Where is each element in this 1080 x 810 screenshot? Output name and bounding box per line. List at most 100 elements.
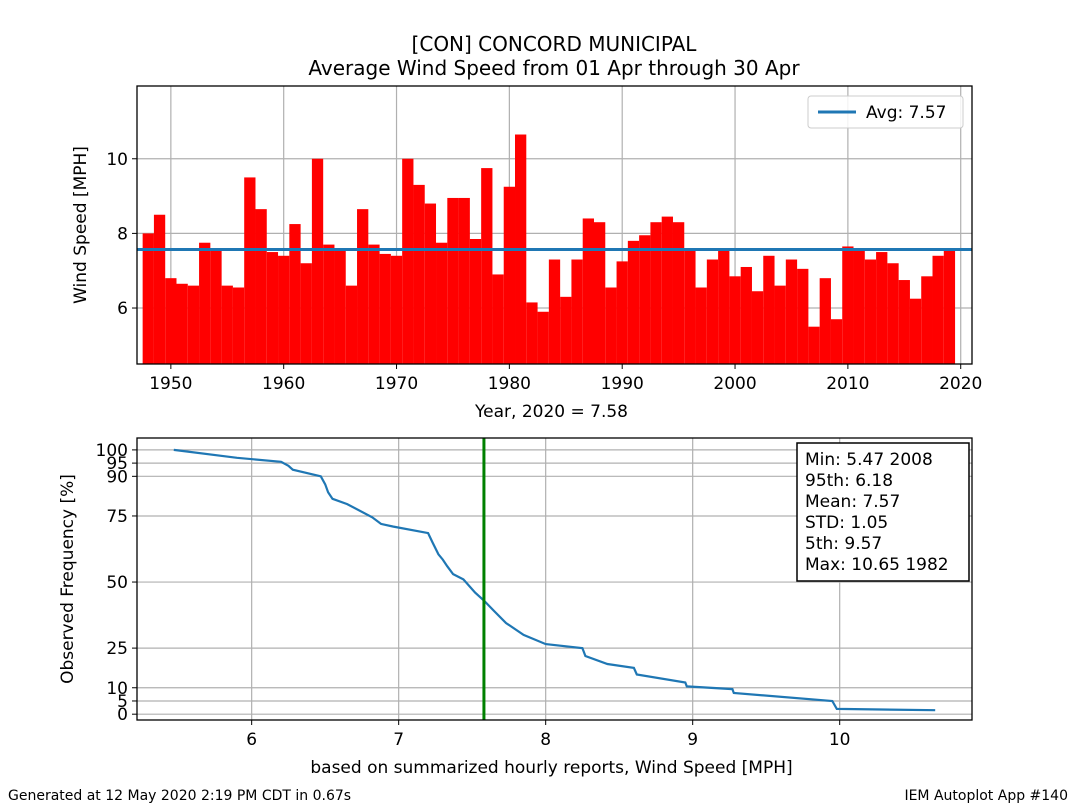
bar xyxy=(560,296,572,364)
x-tick-label: 8 xyxy=(540,730,551,750)
bar xyxy=(616,261,628,364)
bar xyxy=(887,263,899,364)
bar xyxy=(571,259,583,364)
bar xyxy=(334,248,346,364)
bar xyxy=(481,168,493,364)
x-tick-label: 1950 xyxy=(149,374,192,394)
x-tick-label: 1990 xyxy=(601,374,644,394)
bar xyxy=(176,283,188,364)
bar xyxy=(300,263,312,364)
y-tick-label: 90 xyxy=(106,467,128,487)
plot-frame xyxy=(136,437,973,721)
bar xyxy=(447,197,459,364)
y-tick-label: 75 xyxy=(106,507,128,527)
bar xyxy=(661,216,673,364)
bar xyxy=(605,287,617,364)
footer-generated: Generated at 12 May 2020 2:19 PM CDT in … xyxy=(8,788,352,804)
bar xyxy=(266,252,279,364)
stats-box xyxy=(796,442,970,582)
bar xyxy=(706,259,719,364)
bar xyxy=(413,184,425,364)
x-tick-label: 2000 xyxy=(713,374,756,394)
bar xyxy=(402,158,414,364)
bar xyxy=(740,266,752,364)
y-tick-label: 10 xyxy=(106,150,128,170)
bar xyxy=(548,259,561,364)
bar xyxy=(142,233,154,364)
y-axis-label: Observed Frequency [%] xyxy=(58,474,78,684)
bar xyxy=(582,218,594,364)
x-tick-label: 9 xyxy=(687,730,698,750)
stats-line: Mean: 7.57 xyxy=(805,492,900,512)
bar xyxy=(357,209,369,364)
bar xyxy=(932,255,944,364)
bar xyxy=(255,209,267,364)
y-tick-label: 8 xyxy=(117,224,128,244)
bar xyxy=(379,253,391,364)
bar xyxy=(763,255,775,364)
x-tick-label: 2020 xyxy=(939,374,982,394)
bar xyxy=(221,285,233,364)
bar xyxy=(232,287,245,364)
stats-line: Max: 10.65 1982 xyxy=(805,555,949,575)
bar xyxy=(289,224,301,364)
bar xyxy=(864,259,877,364)
bar xyxy=(808,326,820,364)
y-tick-label: 5 xyxy=(117,692,128,712)
y-tick-label: 6 xyxy=(117,299,128,319)
x-tick-label: 2010 xyxy=(826,374,869,394)
bar xyxy=(672,222,685,364)
bar xyxy=(751,291,764,364)
chart-title: [CON] CONCORD MUNICIPAL xyxy=(411,32,697,56)
x-tick-label: 1970 xyxy=(375,374,418,394)
x-axis-label: based on summarized hourly reports, Wind… xyxy=(310,758,792,778)
x-axis-label: Year, 2020 = 7.58 xyxy=(474,402,628,422)
bar xyxy=(311,158,324,364)
x-tick-label: 10 xyxy=(829,730,851,750)
y-tick-label: 95 xyxy=(106,454,128,474)
bar xyxy=(650,222,662,364)
bar xyxy=(244,177,256,364)
bar xyxy=(921,276,933,364)
bar xyxy=(165,278,177,364)
bar xyxy=(943,249,956,364)
bar xyxy=(492,274,504,364)
bar xyxy=(909,298,922,364)
bar xyxy=(797,268,809,364)
bar xyxy=(830,319,843,364)
bar xyxy=(187,285,200,364)
bar xyxy=(785,259,798,364)
bar xyxy=(469,238,482,364)
bar xyxy=(639,235,651,364)
bar xyxy=(436,242,448,364)
bar xyxy=(774,285,786,364)
stats-line: STD: 1.05 xyxy=(805,513,888,533)
stats-line: 95th: 6.18 xyxy=(805,471,893,491)
bar xyxy=(537,311,549,364)
bar xyxy=(345,285,358,364)
x-tick-label: 1980 xyxy=(488,374,531,394)
bar xyxy=(424,203,437,364)
plot-frame xyxy=(136,85,973,365)
y-tick-label: 10 xyxy=(106,679,128,699)
bar xyxy=(458,197,470,364)
stats-line: 5th: 9.57 xyxy=(805,534,882,554)
bar xyxy=(199,242,211,364)
bar xyxy=(593,222,606,364)
bar xyxy=(210,250,222,364)
bar xyxy=(627,240,640,364)
bar xyxy=(842,246,854,364)
bar xyxy=(526,302,538,364)
y-tick-label: 100 xyxy=(96,441,128,461)
y-tick-label: 0 xyxy=(117,705,128,725)
bar-chart: 1950 1960 1970 1980 1990 2000 2010 2020 6 8 10 Year… xyxy=(71,85,982,422)
y-tick-label: 50 xyxy=(106,573,128,593)
legend-label: Avg: 7.57 xyxy=(866,103,946,123)
bar xyxy=(503,186,516,364)
bar xyxy=(153,214,166,364)
bar xyxy=(390,255,403,364)
bar xyxy=(323,244,335,364)
frequency-line xyxy=(173,448,936,712)
bar xyxy=(819,278,831,364)
bar xyxy=(695,287,707,364)
